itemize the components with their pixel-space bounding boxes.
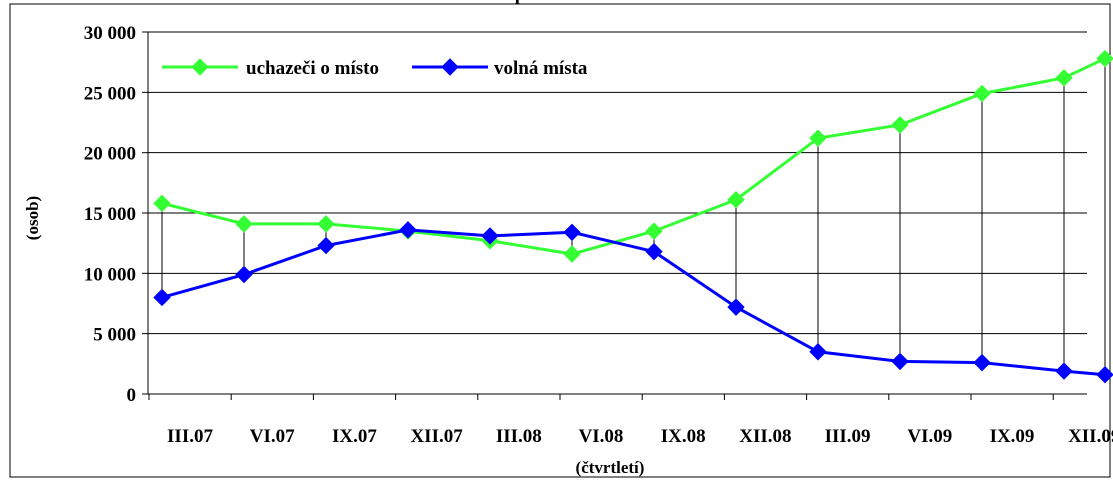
data-point [563,245,581,263]
x-tick-label: XII.08 [739,426,791,447]
data-point [235,265,253,284]
y-tick-label: 25 000 [84,83,136,104]
x-tick-label: VI.08 [579,426,624,447]
y-tick-label: 5 000 [93,325,136,346]
legend: uchazeči o místo volná místa [156,46,618,88]
y-tick-label: 0 [127,385,137,406]
legend-swatch-marker [441,58,459,76]
data-point [153,288,171,307]
series-layer [153,49,1113,384]
data-point [809,129,827,147]
x-tick-label: III.07 [167,426,213,447]
data-point [235,215,253,233]
data-point [727,191,745,209]
y-tick-label: 15 000 [84,204,136,225]
data-point [809,343,827,361]
data-point [645,242,663,261]
data-point [973,84,991,103]
x-tick-label: VI.09 [907,426,952,447]
data-point [891,116,909,134]
data-point [645,222,663,240]
x-tick-label: IX.07 [332,426,377,447]
data-point [399,221,417,239]
data-point [973,353,991,372]
x-tick-label: VI.07 [250,426,295,447]
data-point [727,298,745,316]
data-point [563,223,581,242]
x-tick-label: IX.08 [661,426,706,447]
data-point [1055,69,1073,87]
y-tick-label: 20 000 [84,144,136,165]
x-tick-label: III.08 [496,426,542,447]
data-point [153,194,171,213]
chart-title: p [515,0,526,5]
x-tick-label: XII.09 [1068,426,1113,447]
legend-swatch-marker [191,58,209,76]
legend-label: uchazeči o místo [246,58,379,79]
data-point [317,236,335,255]
x-tick-label: XII.07 [410,426,463,447]
grid [148,31,1087,335]
data-point [481,227,499,245]
y-tick-labels: 0 5 000 10 000 15 000 20 000 25 000 30 000 [84,23,136,406]
data-point [1096,49,1113,68]
legend-label: volná místa [494,58,588,79]
x-tick-label: IX.09 [990,426,1035,447]
x-axis-title: (čtvrtletí) [576,458,645,477]
x-tick-label: III.09 [825,426,871,447]
data-point [317,215,335,233]
y-tick-label: 10 000 [84,264,136,285]
y-tick-label: 30 000 [84,23,136,44]
data-point [1096,365,1113,384]
y-axis-title: (osob) [23,196,42,240]
axes [142,31,1087,400]
x-tick-labels: III.07 VI.07 IX.07 XII.07 III.08 VI.08 IX.08 XI… [167,426,1113,447]
data-point [891,352,909,371]
data-point [1055,362,1073,380]
